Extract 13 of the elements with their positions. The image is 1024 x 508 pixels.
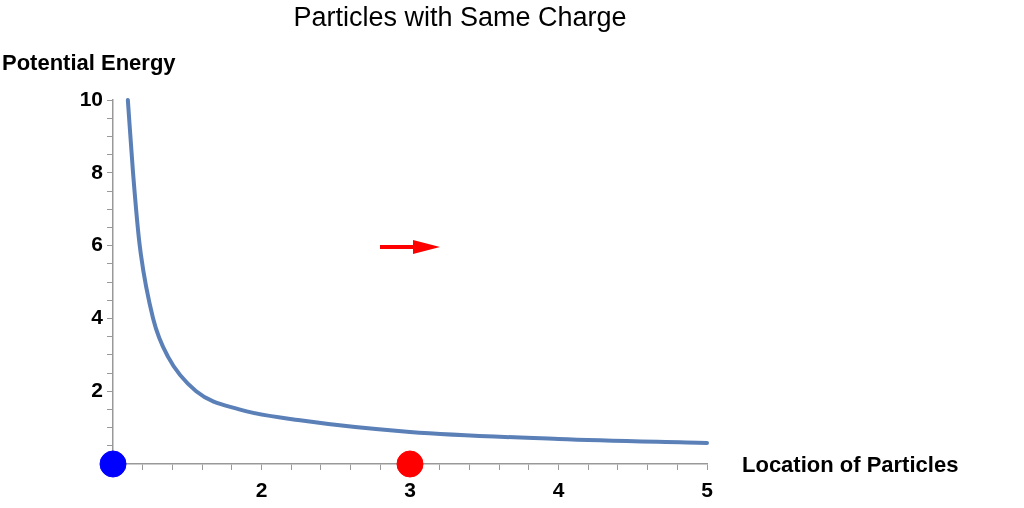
chart-title: Particles with Same Charge (292, 2, 628, 33)
line-series (125, 98, 709, 445)
y-tick-label: 8 (91, 159, 104, 183)
x-axis-title: Location of Particles (742, 452, 959, 478)
y-axis-title: Potential Energy (2, 50, 176, 76)
x-tick-label: 4 (552, 478, 565, 502)
y-tick-label: 4 (91, 305, 104, 329)
x-tick-label: 5 (701, 478, 714, 502)
y-tick-label: 6 (91, 232, 103, 256)
x-tick-label: 2 (255, 478, 268, 502)
y-tick-label: 2 (91, 378, 103, 401)
x-tick-label: 3 (404, 478, 416, 502)
y-tick-label: 10 (79, 86, 103, 110)
